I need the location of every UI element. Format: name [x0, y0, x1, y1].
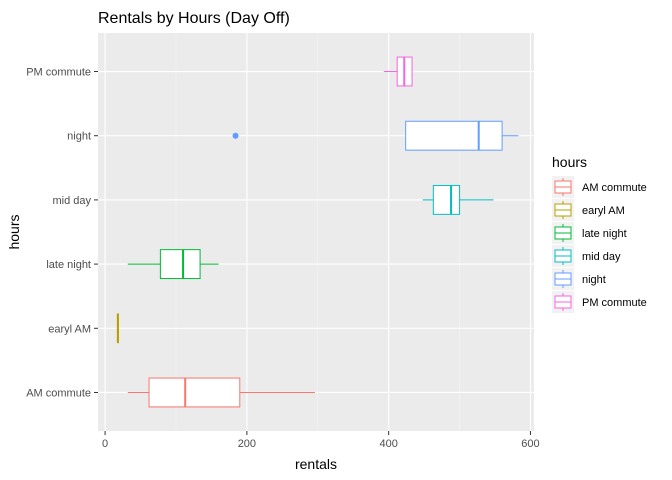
legend-item-am-commute: AM commute: [552, 176, 647, 198]
legend-label: earyl AM: [582, 205, 625, 217]
y-tick-label: mid day: [52, 195, 91, 207]
y-tick-label: night: [67, 131, 91, 143]
box-iqr: [148, 377, 241, 408]
legend-title: hours: [552, 154, 587, 170]
legend-item-night: night: [552, 268, 606, 290]
y-axis-title: hours: [6, 214, 22, 249]
legend-item-pm-commute: PM commute: [552, 291, 647, 313]
legend-label: AM commute: [582, 182, 647, 194]
grid-lines: [98, 33, 534, 431]
x-tick-label: 200: [238, 438, 256, 450]
boxes: [116, 56, 519, 408]
legend: hours AM commute earyl AM late night mid da…: [552, 154, 647, 313]
y-tick-label: late night: [46, 259, 91, 271]
x-tick-label: 400: [379, 438, 397, 450]
x-tick-label: 0: [102, 438, 108, 450]
box-iqr: [432, 184, 461, 215]
chart-title: Rentals by Hours (Day Off): [98, 10, 290, 27]
box-am-commute: [127, 377, 315, 408]
legend-item-late-night: late night: [552, 222, 627, 244]
legend-item-mid-day: mid day: [552, 245, 621, 267]
plot-panel: [98, 33, 534, 431]
y-tick-label: earyl AM: [48, 323, 91, 335]
x-axis-title: rentals: [295, 456, 337, 472]
x-tick-label: 600: [521, 438, 539, 450]
box-earyl-am: [116, 313, 119, 344]
legend-label: late night: [582, 228, 627, 240]
outlier-point: [232, 132, 239, 139]
box-late-night: [127, 249, 219, 280]
legend-label: night: [582, 274, 606, 286]
box-mid-day: [422, 184, 494, 215]
y-tick-label: PM commute: [26, 67, 91, 79]
legend-label: mid day: [582, 251, 621, 263]
legend-label: PM commute: [582, 297, 647, 309]
axes: 0 200 400 600 AM commute earyl AM late night mi…: [26, 67, 539, 450]
y-tick-label: AM commute: [26, 387, 91, 399]
box-iqr: [159, 249, 201, 280]
box-iqr: [405, 120, 503, 151]
legend-item-earyl-am: earyl AM: [552, 199, 625, 221]
box-pm-commute: [383, 56, 413, 87]
box-night: [232, 120, 519, 151]
